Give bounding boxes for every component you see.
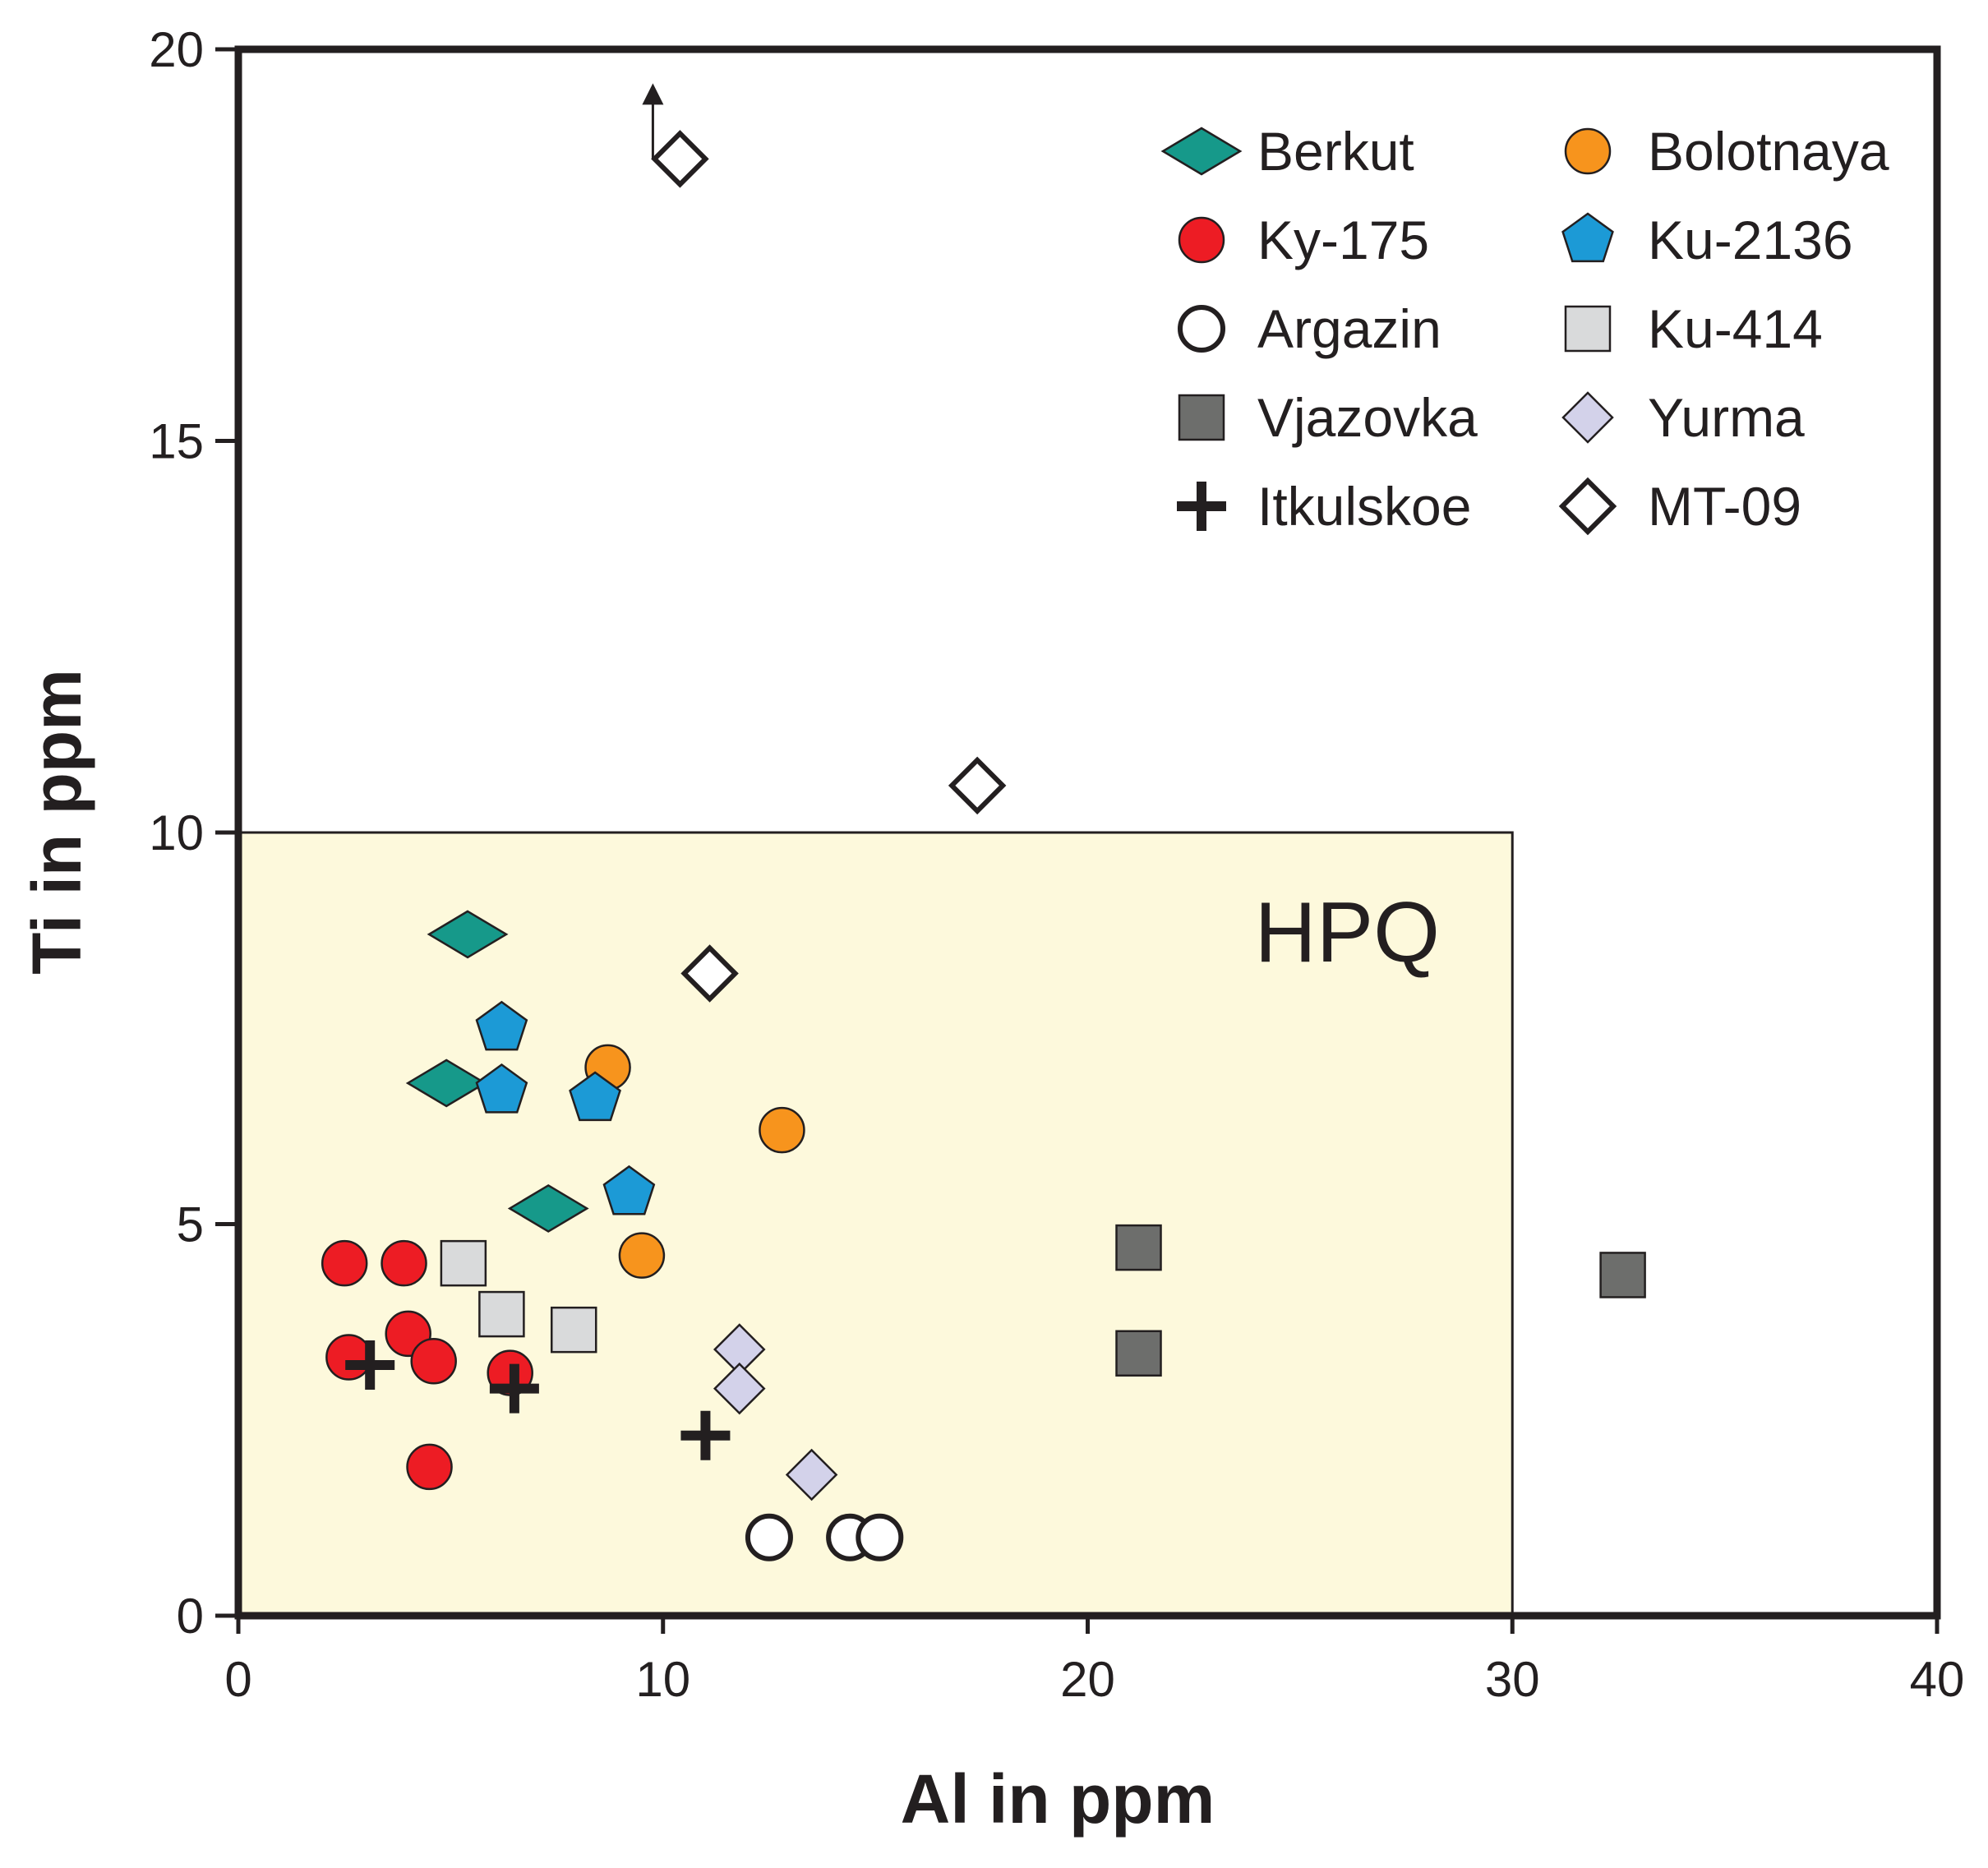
legend-label-ky-175: Ky-175 — [1257, 210, 1429, 270]
x-tick-label: 10 — [635, 1652, 690, 1707]
y-tick-label: 5 — [177, 1197, 204, 1252]
x-tick-label: 0 — [224, 1652, 251, 1707]
y-tick-label: 15 — [149, 414, 204, 469]
x-tick-label: 20 — [1060, 1652, 1115, 1707]
hpq-region — [237, 831, 1514, 1617]
point-ku-414 — [550, 1306, 597, 1354]
point-ky-175 — [321, 1239, 368, 1287]
point-bolotnaya — [759, 1106, 805, 1154]
x-tick-label: 40 — [1910, 1652, 1965, 1707]
point-itkulskoe — [345, 1340, 395, 1391]
point-ku-2136 — [475, 1063, 528, 1114]
point-mt-09 — [651, 130, 709, 188]
legend-marker-berkut — [1160, 127, 1243, 176]
point-ky-175 — [406, 1443, 453, 1491]
hpq-region-group: HPQ — [237, 831, 1514, 1617]
point-berkut — [507, 1183, 589, 1233]
legend-marker-argazin — [1178, 305, 1225, 353]
x-tick-label: 30 — [1485, 1652, 1540, 1707]
legend-marker-ku-414 — [1564, 305, 1612, 353]
point-vjazovka — [1115, 1330, 1162, 1377]
point-ku-414 — [440, 1239, 487, 1287]
legend-marker-mt-09 — [1558, 477, 1617, 536]
y-tick-label: 0 — [177, 1589, 204, 1644]
point-bolotnaya — [618, 1232, 666, 1279]
point-itkulskoe — [680, 1410, 731, 1460]
legend-label-itkulskoe: Itkulskoe — [1257, 476, 1471, 537]
point-itkulskoe — [489, 1363, 539, 1414]
point-ky-175 — [381, 1239, 427, 1287]
point-ku-2136 — [569, 1071, 621, 1122]
point-berkut — [427, 910, 509, 959]
legend-marker-vjazovka — [1178, 394, 1225, 441]
legend-label-berkut: Berkut — [1257, 121, 1414, 182]
point-yurma — [713, 1362, 766, 1415]
point-argazin — [856, 1513, 904, 1561]
point-ky-175 — [325, 1334, 372, 1381]
y-tick-label: 10 — [149, 805, 204, 860]
point-ku-2136 — [602, 1165, 656, 1215]
y-tick-label: 20 — [149, 22, 204, 77]
legend-label-argazin: Argazin — [1257, 298, 1441, 359]
legend-label-vjazovka: Vjazovka — [1257, 387, 1478, 448]
legend-label-mt-09: MT-09 — [1648, 476, 1801, 537]
point-ky-175 — [410, 1338, 457, 1385]
plot-frame — [234, 45, 1941, 1620]
legend-marker-ky-175 — [1178, 216, 1225, 264]
point-yurma — [785, 1448, 838, 1501]
legend-marker-ku-2136 — [1561, 212, 1614, 263]
arrow-up-head — [642, 83, 664, 105]
point-berkut — [405, 1059, 487, 1108]
legend-label-yurma: Yurma — [1648, 387, 1805, 448]
legend: Berkut Bolotnaya Ky-175 Ku-2136 Argazin Ku-41… — [1160, 121, 1889, 537]
y-axis-title: Ti in ppm — [18, 669, 95, 975]
point-ku-2136 — [475, 1000, 528, 1051]
axes-group: 0 10 20 30 40 0 5 10 15 20 — [149, 22, 1964, 1707]
legend-marker-bolotnaya — [1564, 127, 1612, 175]
point-vjazovka — [1599, 1252, 1646, 1298]
legend-label-ku-414: Ku-414 — [1648, 298, 1823, 359]
legend-label-ku-2136: Ku-2136 — [1648, 210, 1853, 270]
point-argazin — [745, 1513, 793, 1561]
point-ku-414 — [478, 1290, 525, 1338]
x-axis-title: Al in ppm — [901, 1760, 1215, 1838]
point-mt-09 — [680, 944, 739, 1003]
data-points-group — [321, 83, 1646, 1561]
legend-label-bolotnaya: Bolotnaya — [1648, 121, 1889, 182]
point-vjazovka — [1115, 1224, 1162, 1271]
legend-marker-itkulskoe — [1177, 482, 1226, 531]
hpq-region-label: HPQ — [1255, 885, 1440, 980]
legend-marker-yurma — [1561, 391, 1614, 444]
point-mt-09 — [948, 756, 1007, 815]
